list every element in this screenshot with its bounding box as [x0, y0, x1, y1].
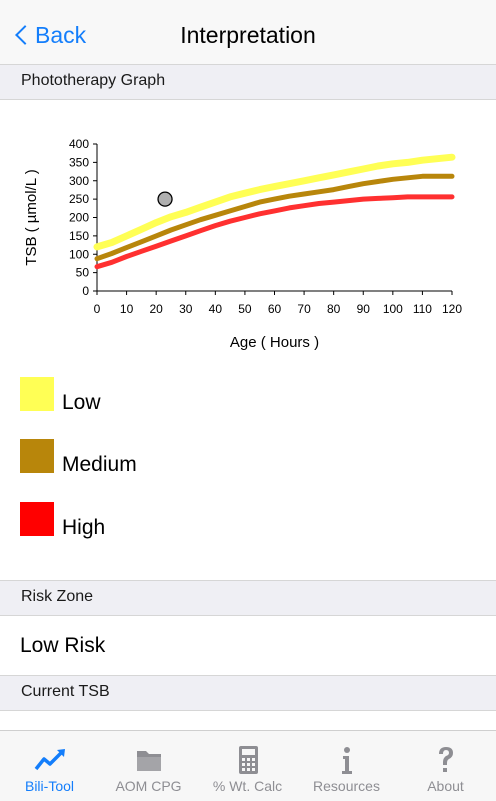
legend-swatch-low [20, 377, 54, 411]
y-tick-label: 0 [82, 284, 89, 298]
x-tick-label: 100 [383, 302, 403, 316]
section-header-current-tsb: Current TSB [0, 675, 496, 711]
x-tick-label: 0 [94, 302, 101, 316]
x-tick-label: 30 [179, 302, 193, 316]
section-header-label: Risk Zone [21, 588, 94, 605]
x-tick-label: 70 [297, 302, 311, 316]
section-header-risk-zone: Risk Zone [0, 580, 496, 616]
x-axis-label: Age ( Hours ) [230, 334, 319, 351]
y-tick-label: 50 [76, 266, 90, 280]
legend-swatch-medium [20, 439, 54, 473]
trend-arrow-icon [0, 745, 99, 775]
tab-bili-tool[interactable]: Bili-Tool [0, 731, 99, 801]
back-label: Back [35, 21, 87, 48]
y-tick-label: 350 [69, 155, 89, 169]
series-line-high [94, 194, 455, 270]
tab-bar: Bili-Tool AOM CPG % Wt. Calc Resources A… [0, 730, 496, 801]
x-tick-label: 90 [357, 302, 371, 316]
y-tick-label: 100 [69, 247, 89, 261]
x-tick-label: 20 [149, 302, 163, 316]
phototherapy-chart: 0 50 100 150 200 250 300 350 400 0 10 20 30 40 50 60 70 8… [23, 137, 462, 351]
x-tick-label: 10 [120, 302, 134, 316]
risk-zone-value: Low Risk [20, 634, 106, 657]
legend-label-medium: Medium [62, 453, 137, 476]
y-tick-label: 200 [69, 211, 89, 225]
folder-icon [99, 745, 198, 775]
tab-resources[interactable]: Resources [297, 731, 396, 801]
section-header-label: Phototherapy Graph [21, 72, 166, 89]
y-tick-label: 250 [69, 192, 89, 206]
tab-label: % Wt. Calc [212, 778, 283, 794]
tab-weight-calc[interactable]: % Wt. Calc [198, 731, 297, 801]
patient-tsb-point [157, 191, 173, 207]
tab-about[interactable]: About [396, 731, 495, 801]
x-tick-label: 60 [268, 302, 282, 316]
tab-aom-cpg[interactable]: AOM CPG [99, 731, 198, 801]
y-tick-label: 300 [69, 174, 89, 188]
x-tick-label: 50 [238, 302, 252, 316]
series-line-medium [94, 173, 455, 262]
y-axis-label: TSB ( µmol/L ) [23, 169, 40, 265]
x-tick-label: 40 [209, 302, 223, 316]
tab-label: About [427, 778, 464, 794]
page-title: Interpretation [180, 22, 316, 48]
legend-swatch-high [20, 502, 54, 536]
y-tick-label: 400 [69, 137, 89, 151]
question-mark-icon [396, 745, 495, 775]
section-header-label: Current TSB [21, 683, 110, 700]
x-tick-label: 110 [413, 302, 432, 316]
tab-label: AOM CPG [115, 778, 182, 794]
calculator-icon [198, 745, 297, 775]
back-button[interactable]: Back [14, 20, 86, 50]
tab-label: Bili-Tool [24, 778, 74, 794]
legend-label-low: Low [62, 391, 101, 414]
section-header-phototherapy: Phototherapy Graph [0, 64, 496, 100]
legend-label-high: High [62, 516, 106, 539]
x-tick-label: 80 [327, 302, 341, 316]
y-tick-label: 150 [69, 229, 89, 243]
info-icon [297, 745, 396, 775]
x-tick-label: 120 [442, 302, 462, 316]
tab-label: Resources [313, 778, 380, 794]
series-line-low [93, 153, 456, 251]
navigation-bar: Back Interpretation [0, 0, 496, 65]
